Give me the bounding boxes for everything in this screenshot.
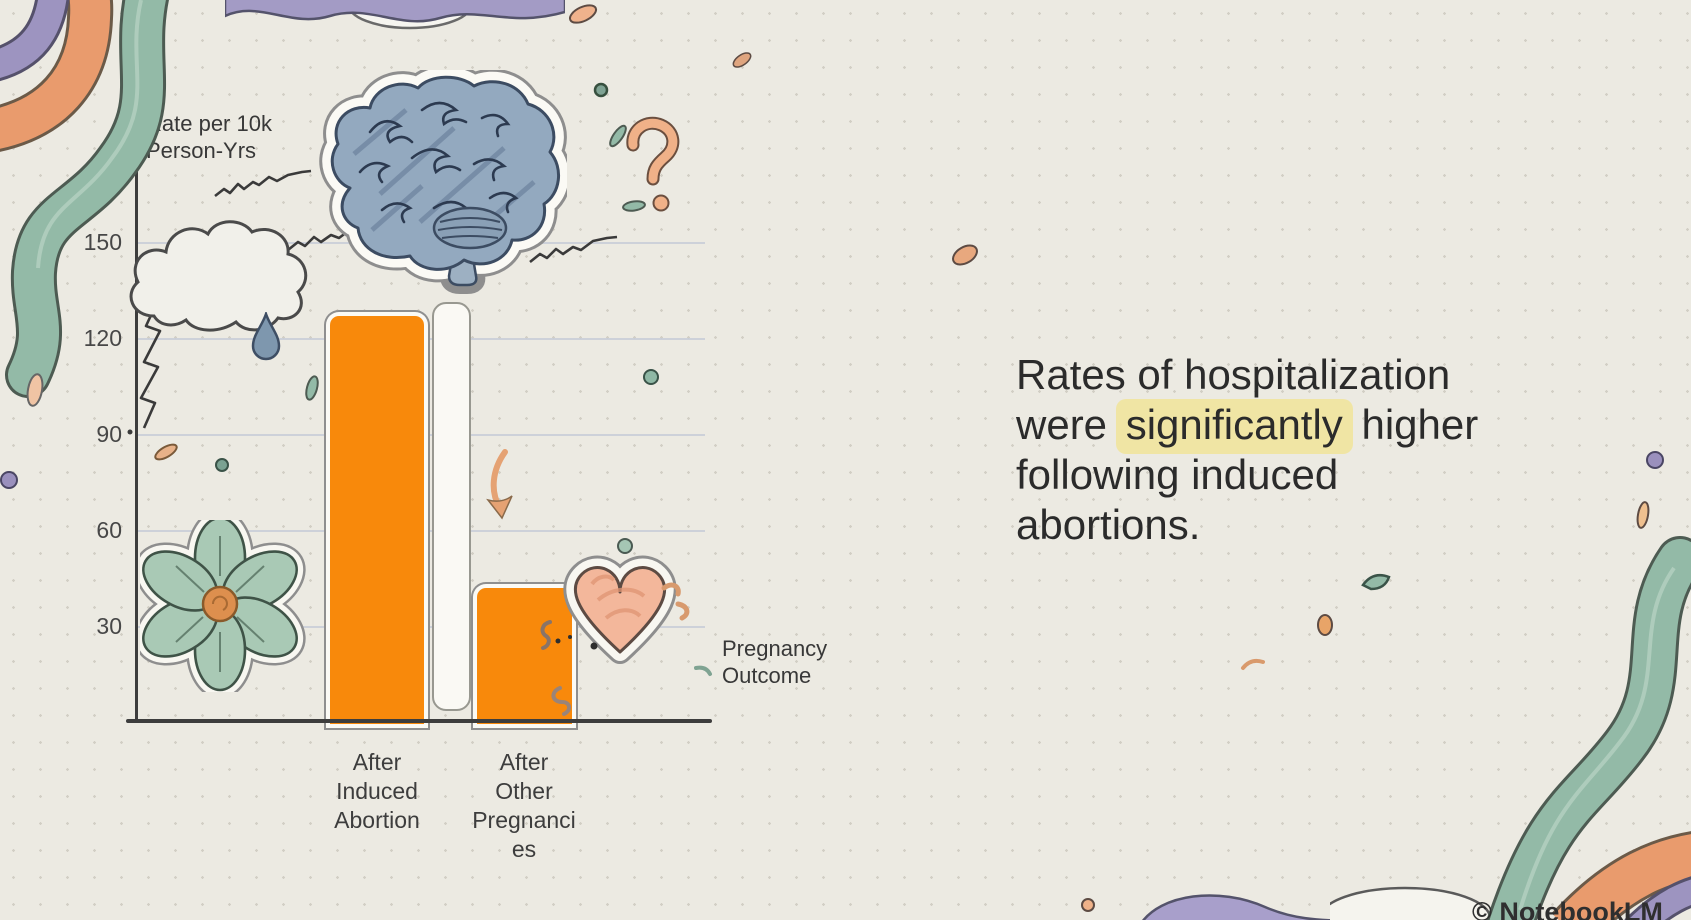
brain-doodle-icon [319, 70, 567, 294]
x-axis-line [126, 719, 712, 723]
y-tick-label: 90 [96, 421, 122, 447]
ribbon-top-left-icon [0, 0, 169, 398]
white-strip-doodle [432, 302, 471, 711]
bottom-wave-icon [1081, 894, 1361, 920]
watermark: © NotebookLM [1472, 897, 1663, 920]
caption-line: Rates of hospitalization [1016, 350, 1486, 400]
caption-segment: Rates of hospitalization [1016, 351, 1451, 398]
highlighted-word: significantly [1115, 399, 1353, 454]
lightning-scribble-icon [139, 299, 162, 429]
caption-line: abortions. [1016, 500, 1486, 550]
raindrop-icon [251, 312, 281, 361]
bar-1 [330, 316, 424, 724]
y-tick-label: 60 [96, 517, 122, 543]
heart-sticker-icon [563, 555, 677, 664]
caption-segment: higher [1349, 401, 1479, 448]
caption-segment: were [1016, 401, 1119, 448]
ribbon-bottom-right-icon [1330, 536, 1691, 920]
y-tick-label: 150 [83, 229, 122, 255]
down-arrow-doodle-icon [486, 449, 513, 520]
ribbon-top-edge-icon [225, 0, 565, 30]
x-category-label: After Other Pregnancies [472, 749, 576, 862]
y-axis-line [135, 142, 138, 722]
question-mark-doodle-icon [626, 116, 680, 212]
caption-text: Rates of hospitalization were significant… [1016, 350, 1486, 550]
flower-sticker-icon [140, 520, 310, 692]
storm-cloud-doodle-icon [129, 220, 308, 332]
worm-squiggle-icon [540, 620, 552, 650]
caption-segment: following induced [1016, 451, 1339, 498]
caption-line: following induced [1016, 450, 1486, 500]
y-tick-label: 30 [96, 613, 122, 639]
y-tick-label: 120 [83, 325, 122, 351]
y-axis-title: Rate per 10k Person-Yrs [146, 111, 272, 163]
caption-line: were significantly higher [1016, 399, 1486, 454]
x-category-label: After Induced Abortion [334, 749, 420, 833]
caption-segment: abortions. [1016, 501, 1201, 548]
x-axis-title: Pregnancy Outcome [722, 636, 828, 688]
